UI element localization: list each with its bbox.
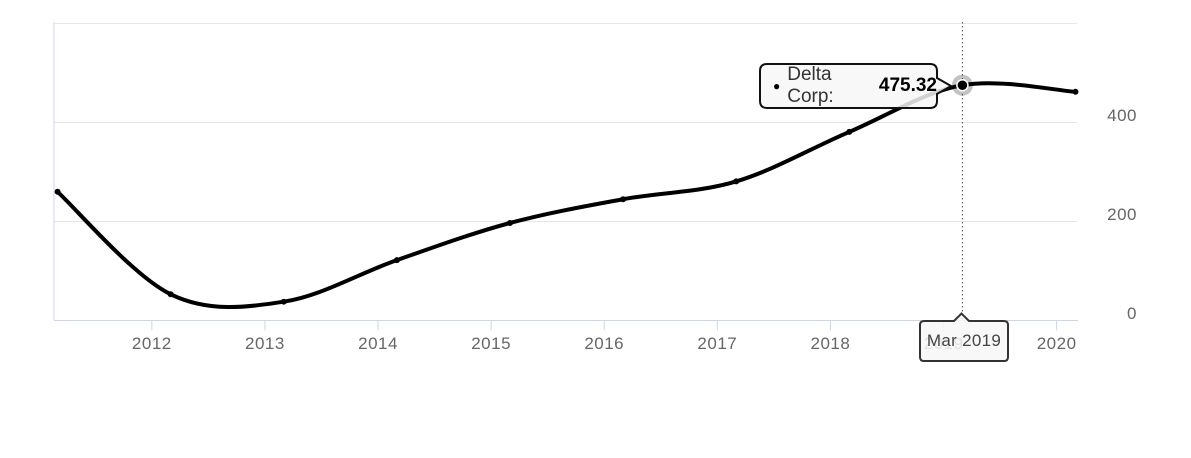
x-axis-label-2018: 2018 bbox=[811, 334, 851, 353]
data-point-marker[interactable] bbox=[167, 291, 174, 298]
x-axis-label-2015: 2015 bbox=[471, 334, 511, 353]
x-axis-label-2016: 2016 bbox=[584, 334, 624, 353]
data-point-marker[interactable] bbox=[54, 188, 61, 195]
highlight-point[interactable] bbox=[956, 78, 969, 92]
y-axis-label-0: 0 bbox=[1127, 304, 1137, 323]
y-axis-label-200: 200 bbox=[1107, 205, 1137, 224]
data-point-marker[interactable] bbox=[620, 196, 627, 203]
x-axis-label-2012: 2012 bbox=[132, 334, 172, 353]
data-point-marker[interactable] bbox=[506, 219, 513, 226]
data-point-marker[interactable] bbox=[280, 298, 287, 305]
data-point-marker[interactable] bbox=[393, 257, 400, 264]
series-marker-dot: ● bbox=[773, 79, 781, 93]
crosshair-label: Mar 2019 bbox=[920, 321, 1008, 361]
crosshair-label-bubble bbox=[919, 312, 1009, 362]
x-axis-label-2014: 2014 bbox=[358, 334, 398, 353]
tooltip-value: 475.32 bbox=[878, 75, 937, 96]
x-axis-label-2020: 2020 bbox=[1037, 334, 1077, 353]
y-axis-label-400: 400 bbox=[1107, 106, 1137, 125]
price-line[interactable] bbox=[55, 81, 1078, 309]
data-point-marker[interactable] bbox=[1072, 88, 1079, 95]
crosshair-label-value: Mar 2019 bbox=[926, 331, 1002, 350]
data-point-marker[interactable] bbox=[733, 178, 740, 185]
x-axis-label-2013: 2013 bbox=[245, 334, 285, 353]
x-axis-label-2017: 2017 bbox=[697, 334, 737, 353]
tooltip-series-label: Delta Corp: bbox=[787, 64, 834, 107]
tooltip: ● Delta Corp: 475.32 bbox=[760, 64, 937, 108]
data-point-marker[interactable] bbox=[846, 128, 853, 135]
tooltip-bubble bbox=[759, 63, 954, 109]
